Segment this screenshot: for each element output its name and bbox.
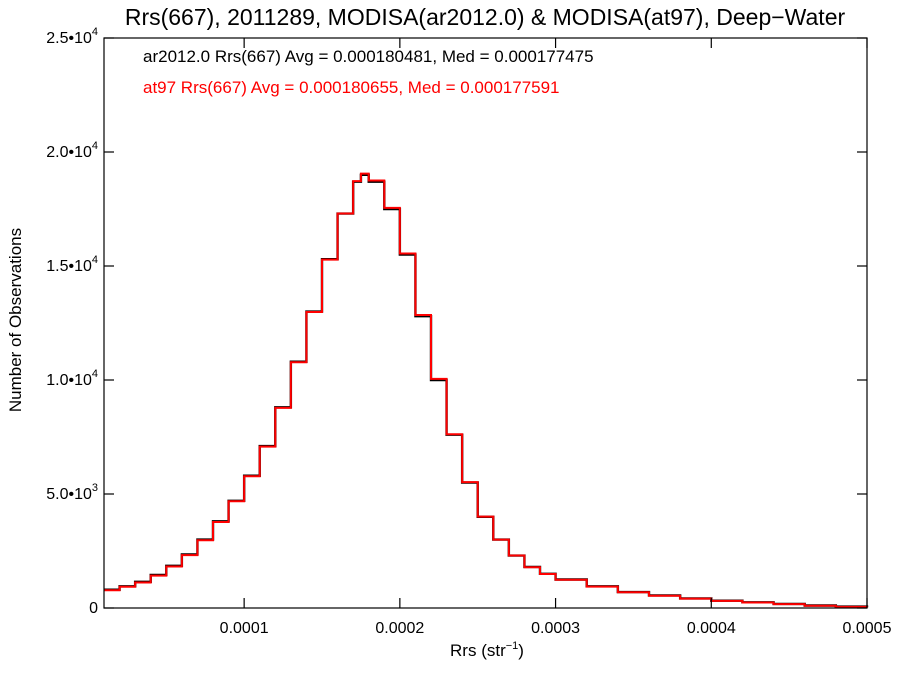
y-axis-label: Number of Observations	[6, 228, 25, 412]
series-line-ar2012	[104, 173, 869, 608]
x-tick-label: 0.0001	[220, 620, 269, 637]
series-layer	[104, 172, 869, 608]
x-axis-label: Rrs (str−1)	[450, 640, 524, 660]
series-line-at97	[104, 172, 868, 608]
y-tick-label: 2.5•104	[46, 26, 98, 47]
x-tick-label: 0.0005	[843, 620, 892, 637]
legend-entry-at97: at97 Rrs(667) Avg = 0.000180655, Med = 0…	[143, 78, 560, 97]
y-tick-label: 1.5•104	[46, 254, 98, 275]
y-tick-label: 1.0•104	[46, 368, 98, 389]
plot-frame	[103, 37, 868, 609]
chart-title: Rrs(667), 2011289, MODISA(ar2012.0) & MO…	[125, 4, 846, 30]
x-axis-label-sup: −1	[506, 640, 519, 652]
y-tick-label: 0	[89, 600, 98, 617]
x-axis-label-end: )	[518, 641, 524, 660]
x-tick-label: 0.0004	[687, 620, 736, 637]
y-tick-label: 5.0•103	[46, 482, 98, 503]
axes-layer: 0.0001 0.0002 0.0003 0.0004 0.0005 0 5.0•103 1.…	[46, 26, 891, 637]
legend-entry-ar2012: ar2012.0 Rrs(667) Avg = 0.000180481, Med…	[143, 47, 594, 66]
y-tick-label: 2.0•104	[46, 140, 98, 161]
x-tick-label: 0.0003	[531, 620, 580, 637]
x-tick-label: 0.0002	[375, 620, 424, 637]
x-axis-label-main: Rrs (str	[450, 641, 506, 660]
